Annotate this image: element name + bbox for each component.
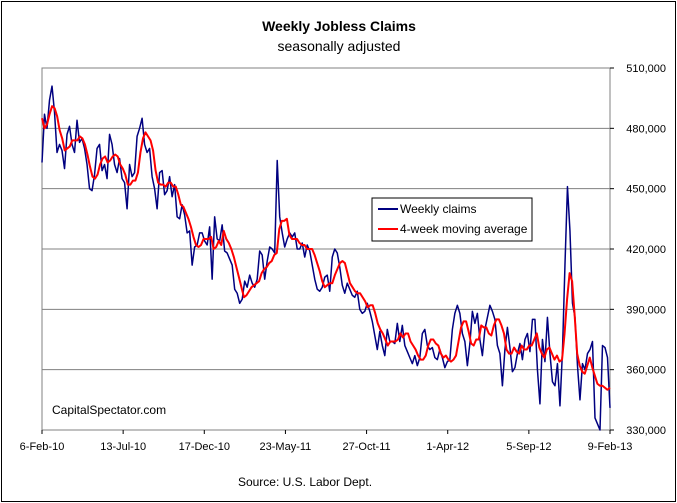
gridlines [42, 127, 610, 371]
legend: Weekly claims 4-week moving average [371, 197, 533, 242]
legend-label-weekly-claims: Weekly claims [400, 202, 476, 216]
y-tick-label: 420,000 [626, 244, 666, 256]
legend-label-moving-average: 4-week moving average [400, 222, 528, 236]
y-tick-label: 390,000 [626, 304, 666, 316]
y-axis-ticks: 330,000 360,000 390,000 420,000 450,000 480,0… [610, 63, 666, 437]
source-note: Source: U.S. Labor Dept. [238, 475, 372, 489]
legend-box [371, 197, 533, 242]
series-line-weekly-claims [41, 85, 611, 431]
series-line-moving-average [41, 105, 611, 391]
x-tick-label: 6-Feb-10 [20, 441, 65, 453]
y-tick-label: 450,000 [626, 184, 666, 196]
x-axis-ticks: 6-Feb-10 13-Jul-10 17-Dec-10 23-May-11 27-Oc… [20, 430, 633, 453]
x-tick-label: 13-Jul-10 [100, 441, 146, 453]
watermark-text: CapitalSpectator.com [52, 403, 166, 417]
chart-title: Weekly Jobless Claims [262, 18, 416, 34]
x-tick-label: 17-Dec-10 [179, 441, 230, 453]
y-tick-label: 510,000 [626, 63, 666, 75]
chart-subtitle: seasonally adjusted [278, 38, 401, 54]
x-tick-label: 9-Feb-13 [588, 441, 633, 453]
y-tick-label: 360,000 [626, 365, 666, 377]
y-tick-label: 480,000 [626, 123, 666, 135]
x-tick-label: 1-Apr-12 [426, 441, 469, 453]
x-tick-label: 5-Sep-12 [506, 441, 551, 453]
y-tick-label: 330,000 [626, 425, 666, 437]
series-lines [41, 85, 611, 431]
x-tick-label: 23-May-11 [260, 441, 312, 453]
x-tick-label: 27-Oct-11 [343, 441, 391, 453]
